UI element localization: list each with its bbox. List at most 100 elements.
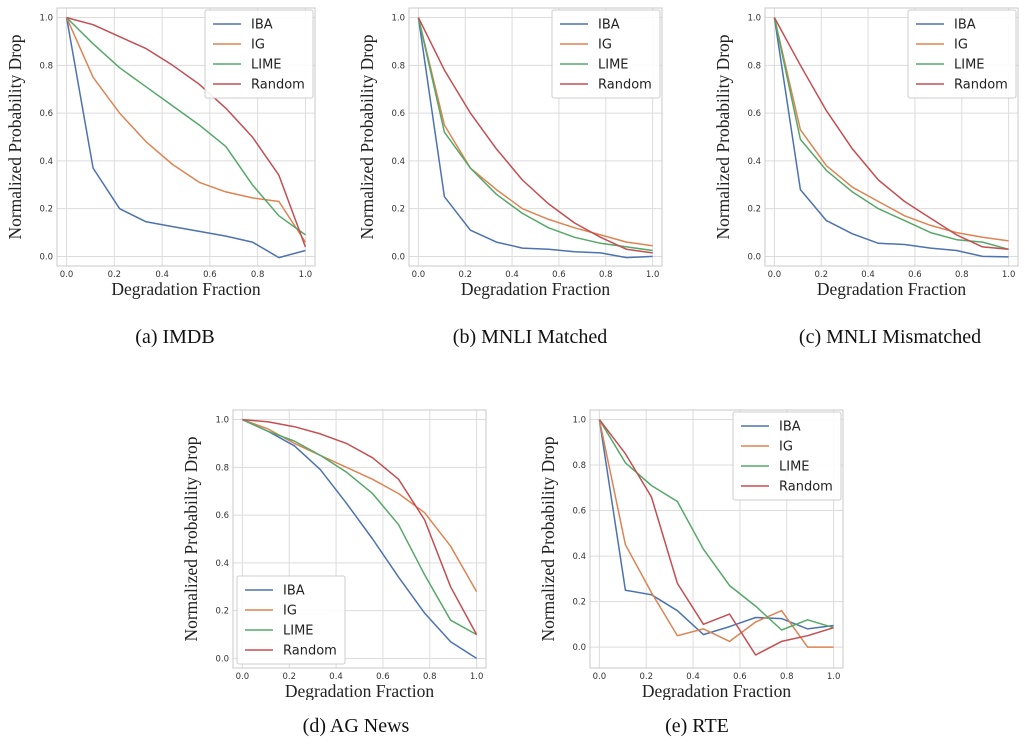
- x-tick-label: 0.0: [236, 672, 250, 682]
- y-tick-label: 0.0: [391, 252, 405, 262]
- x-tick-label: 1.0: [646, 270, 660, 280]
- legend: IBA IG LIME Random: [551, 9, 661, 99]
- y-tick-label: 0.0: [747, 252, 761, 262]
- x-tick-label: 1.0: [827, 672, 841, 682]
- y-axis-label: Normalized Probability Drop: [357, 34, 377, 239]
- x-tick-label: 0.2: [282, 672, 296, 682]
- legend-label: Random: [954, 78, 1008, 93]
- y-tick-label: 0.6: [391, 109, 405, 119]
- y-tick-label: 0.2: [747, 205, 761, 215]
- y-tick-label: 0.8: [215, 463, 229, 473]
- y-tick-label: 0.6: [215, 511, 229, 521]
- legend-label: LIME: [283, 624, 314, 639]
- series-line-random: [66, 16, 307, 248]
- y-tick-label: 0.0: [39, 252, 53, 262]
- x-tick-label: 0.6: [376, 672, 390, 682]
- x-tick-label: 0.8: [780, 672, 794, 682]
- chart-svg-mnli-mismatched: 0.0 0.2 0.4 0.6 0.8 1.0 0.0 0.2 0.4 0.6 0.8 1.0 Degr…: [713, 7, 1019, 299]
- series-line-iba: [242, 418, 478, 660]
- legend-label: IG: [598, 38, 612, 53]
- series-line-iba: [773, 17, 1009, 258]
- y-tick-label: 0.8: [747, 61, 761, 71]
- caption-imdb: (a) IMDB: [135, 326, 215, 348]
- legend-box: [907, 9, 1017, 99]
- legend-label: IBA: [779, 420, 801, 435]
- caption-mnli-matched: (b) MNLI Matched: [452, 326, 608, 348]
- y-tick-label: 0.6: [39, 109, 53, 119]
- legend: IBA IG LIME Random: [204, 9, 314, 99]
- x-tick-label: 1.0: [470, 672, 484, 682]
- legend-label: Random: [251, 78, 305, 93]
- chart-svg-rte: 0.0 0.2 0.4 0.6 0.8 1.0 0.0 0.2 0.4 0.6 0.8 1.0 Degr…: [538, 409, 844, 701]
- plot-frame: [232, 409, 487, 669]
- y-tick-label: 0.2: [391, 205, 405, 215]
- x-axis-label: Degradation Fraction: [111, 279, 260, 299]
- legend-label: LIME: [954, 58, 985, 73]
- legend-box: [204, 9, 314, 99]
- x-tick-label: 1.0: [1002, 270, 1016, 280]
- x-tick-label: 0.2: [639, 672, 653, 682]
- caption-mnli-mismatched: (c) MNLI Mismatched: [798, 326, 982, 348]
- x-tick-label: 0.2: [458, 270, 472, 280]
- x-tick-label: 0.6: [552, 270, 566, 280]
- x-tick-label: 0.0: [593, 672, 607, 682]
- y-axis-label: Normalized Probability Drop: [5, 34, 25, 239]
- series-line-random: [773, 17, 1009, 251]
- y-tick-label: 0.4: [391, 157, 405, 167]
- chart-svg-imdb: 0.0 0.2 0.4 0.6 0.8 1.0 0.0 0.2 0.4 0.6 0.8 1.0 Degr…: [5, 7, 316, 299]
- chart-panel-mnli-mismatched: 0.0 0.2 0.4 0.6 0.8 1.0 0.0 0.2 0.4 0.6 0.8 1.0 Degr…: [710, 0, 1025, 310]
- legend-box: [236, 575, 346, 665]
- x-axis-label: Degradation Fraction: [642, 681, 791, 700]
- x-tick-label: 0.4: [686, 672, 700, 682]
- legend-label: IBA: [251, 18, 273, 33]
- series-line-iba: [598, 419, 834, 636]
- x-tick-label: 0.4: [155, 270, 169, 280]
- legend: IBA IG LIME Random: [907, 9, 1017, 99]
- y-tick-label: 0.6: [572, 507, 586, 517]
- legend-label: Random: [283, 644, 337, 659]
- y-axis-label: Normalized Probability Drop: [181, 436, 201, 641]
- legend-label: IG: [779, 440, 793, 455]
- caption-rte: (e) RTE: [665, 715, 729, 737]
- y-tick-label: 1.0: [215, 416, 229, 426]
- series-line-random: [598, 419, 834, 656]
- y-tick-label: 1.0: [747, 14, 761, 24]
- x-tick-label: 0.6: [908, 270, 922, 280]
- y-tick-label: 0.2: [572, 598, 586, 608]
- y-tick-label: 0.4: [39, 157, 53, 167]
- y-tick-label: 0.8: [391, 61, 405, 71]
- legend-label: Random: [779, 480, 833, 495]
- x-axis-label: Degradation Fraction: [817, 279, 966, 299]
- series-line-iba: [65, 17, 306, 259]
- legend-label: IBA: [598, 18, 620, 33]
- legend-label: IBA: [954, 18, 976, 33]
- series-line-random: [417, 17, 653, 254]
- legend-box: [551, 9, 661, 99]
- y-tick-label: 0.8: [572, 461, 586, 471]
- series-line-random: [242, 418, 478, 635]
- legend-label: LIME: [779, 460, 810, 475]
- legend-label: LIME: [251, 58, 282, 73]
- legend-label: Random: [598, 78, 652, 93]
- x-tick-label: 0.8: [599, 270, 613, 280]
- caption-ag-news: (d) AG News: [302, 715, 410, 737]
- x-tick-label: 0.6: [733, 672, 747, 682]
- x-axis-label: Degradation Fraction: [461, 279, 610, 299]
- series-line-ig: [773, 17, 1009, 242]
- plot-frame: [764, 7, 1019, 267]
- y-tick-label: 0.2: [215, 607, 229, 617]
- x-tick-label: 0.0: [412, 270, 426, 280]
- x-tick-label: 0.8: [423, 672, 437, 682]
- legend: IBA IG LIME Random: [236, 575, 346, 665]
- series-line-iba: [417, 17, 653, 259]
- chart-svg-ag-news: 0.0 0.2 0.4 0.6 0.8 1.0 0.0 0.2 0.4 0.6 0.8 1.0 Degr…: [181, 409, 487, 701]
- legend-box: [732, 411, 842, 501]
- series-line-lime: [66, 17, 306, 236]
- chart-panel-rte: 0.0 0.2 0.4 0.6 0.8 1.0 0.0 0.2 0.4 0.6 0.8 1.0 Degr…: [533, 390, 863, 701]
- x-axis-label: Degradation Fraction: [285, 681, 434, 700]
- y-axis-label: Normalized Probability Drop: [538, 436, 558, 641]
- x-tick-label: 0.4: [861, 270, 875, 280]
- y-axis-label: Normalized Probability Drop: [713, 34, 733, 239]
- plot-frame: [589, 409, 844, 669]
- x-tick-label: 0.8: [955, 270, 969, 280]
